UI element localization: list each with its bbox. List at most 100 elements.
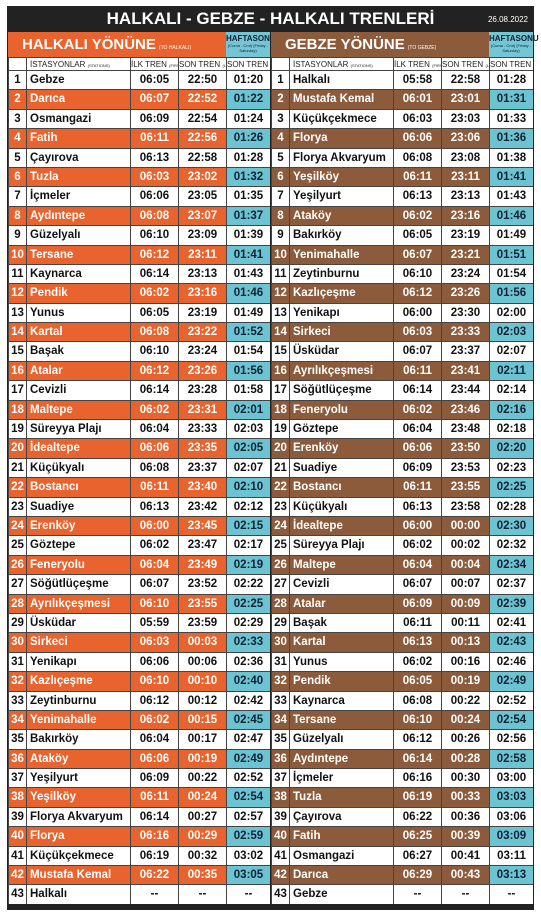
cell: Yeşilköy — [26, 788, 130, 807]
cell: 01:43 — [226, 264, 270, 284]
cell: 23:41 — [441, 361, 489, 381]
cell: İdealtepe — [289, 516, 393, 536]
cell: 06:02 — [130, 536, 178, 555]
cell: 06:09 — [130, 109, 178, 129]
cell: 23:35 — [178, 439, 226, 458]
cell: 02:03 — [226, 420, 270, 439]
cell: Tuzla — [289, 788, 393, 807]
cell: 23:26 — [178, 361, 226, 381]
station-row: 30 Kartal 06:13 00:13 02:43 — [271, 632, 533, 652]
cell: Yenimahalle — [289, 245, 393, 264]
column-title: İSTASYONLAR (STATIONS) — [289, 58, 393, 70]
cell: 06:11 — [393, 361, 441, 381]
column-note: (FIRST) — [432, 63, 441, 68]
cell: 01:41 — [226, 245, 270, 264]
cell: Halkalı — [26, 885, 130, 904]
cell: 06:14 — [393, 749, 441, 769]
cell: 06:03 — [393, 109, 441, 129]
cell: 00:09 — [441, 594, 489, 613]
station-row: 13 Yunus 06:05 23:19 01:49 — [8, 302, 270, 323]
cell: Fatih — [26, 129, 130, 148]
cell: 39 — [8, 807, 26, 827]
station-row: 7 İçmeler 06:06 23:05 01:35 — [8, 186, 270, 206]
cell: Yeşilyurt — [26, 769, 130, 788]
cell: 06:04 — [130, 420, 178, 439]
cell: 23:09 — [178, 226, 226, 245]
cell: 02:58 — [489, 749, 533, 769]
cell: Feneryolu — [289, 400, 393, 420]
cell: 01:49 — [489, 226, 533, 245]
cell: Zeytinburnu — [26, 691, 130, 710]
cell: Florya Akvaryum — [26, 807, 130, 827]
cell: Feneryolu — [26, 555, 130, 575]
cell: 06:19 — [130, 846, 178, 866]
column-header: İSTASYONLAR (STATIONS)İLK TREN (FIRST)SO… — [8, 57, 270, 70]
cell: Osmangazi — [26, 109, 130, 129]
cell: 02:22 — [226, 575, 270, 594]
cell: 23:59 — [178, 613, 226, 633]
station-row: 6 Yeşilköy 06:11 23:11 01:41 — [271, 166, 533, 187]
cell: 02:54 — [226, 788, 270, 807]
station-row: 34 Tersane 06:10 00:24 02:54 — [271, 709, 533, 730]
cell: 06:25 — [393, 827, 441, 846]
cell: 16 — [8, 361, 26, 381]
cell: 02:18 — [489, 420, 533, 439]
station-row: 28 Ayrılıkçeşmesi 06:10 23:55 02:25 — [8, 593, 270, 613]
cell: 01:54 — [226, 342, 270, 361]
cell: 23:33 — [178, 420, 226, 439]
station-row: 24 Erenköy 06:00 23:45 02:15 — [8, 515, 270, 536]
cell: 00:35 — [178, 866, 226, 885]
cell: 02:40 — [226, 672, 270, 691]
cell: 23:19 — [178, 303, 226, 323]
cell: 06:09 — [393, 594, 441, 613]
cell: 23:58 — [441, 497, 489, 516]
station-row: 25 Süreyya Plajı 06:02 00:02 02:32 — [271, 535, 533, 555]
cell: 06:08 — [130, 323, 178, 342]
cell: Kazlıçeşme — [26, 672, 130, 691]
cell: 23:50 — [441, 439, 489, 458]
weekend-note: (Cuma - Cmt) (Friday - Saturday) — [490, 43, 532, 53]
cell: 7 — [8, 187, 26, 206]
cell: 38 — [271, 788, 289, 807]
cell: 00:33 — [441, 788, 489, 807]
direction-note: (TO GEBZE) — [407, 45, 437, 51]
cell: 17 — [8, 381, 26, 400]
cell: 06:06 — [130, 439, 178, 458]
cell: 06:04 — [393, 555, 441, 575]
cell: 06:08 — [130, 458, 178, 478]
cell: 02:47 — [226, 730, 270, 749]
station-row: 36 Aydıntepe 06:14 00:28 02:58 — [271, 748, 533, 769]
cell: 01:22 — [226, 90, 270, 109]
cell: Küçükçekmece — [26, 846, 130, 866]
cell — [8, 58, 26, 70]
panels: HALKALI YÖNÜNE (TO HALKALI) HAFTASONU (Cuma… — [7, 32, 539, 904]
cell: 01:39 — [226, 226, 270, 245]
cell: Pendik — [289, 672, 393, 691]
station-row: 42 Mustafa Kemal 06:22 00:35 03:05 — [8, 865, 270, 885]
cell: 11 — [8, 264, 26, 284]
cell: 06:06 — [130, 187, 178, 206]
cell: Cevizli — [289, 575, 393, 594]
column-label: SON TREN — [227, 60, 269, 69]
cell: 24 — [8, 516, 26, 536]
cell: 06:06 — [130, 749, 178, 769]
cell: 06:13 — [130, 148, 178, 167]
cell: 23:46 — [441, 400, 489, 420]
column-title: SON TREN (LAST) — [489, 58, 533, 70]
cell: 20 — [271, 439, 289, 458]
cell: 23:42 — [178, 497, 226, 516]
cell: 01:51 — [489, 245, 533, 264]
cell: 02:30 — [489, 516, 533, 536]
cell: 23:01 — [441, 90, 489, 109]
station-row: 29 Başak 06:11 00:11 02:41 — [271, 612, 533, 633]
cell: 01:49 — [226, 303, 270, 323]
cell: 03:03 — [489, 788, 533, 807]
cell: 02:34 — [489, 555, 533, 575]
cell: 02:56 — [489, 730, 533, 749]
station-row: 4 Florya 06:06 23:06 01:36 — [271, 128, 533, 148]
cell: 16 — [271, 361, 289, 381]
column-title: SON TREN (LAST) — [226, 58, 270, 70]
date: 26.08.2022 — [487, 15, 528, 24]
cell: 23:33 — [441, 323, 489, 342]
cell: 06:13 — [393, 187, 441, 206]
